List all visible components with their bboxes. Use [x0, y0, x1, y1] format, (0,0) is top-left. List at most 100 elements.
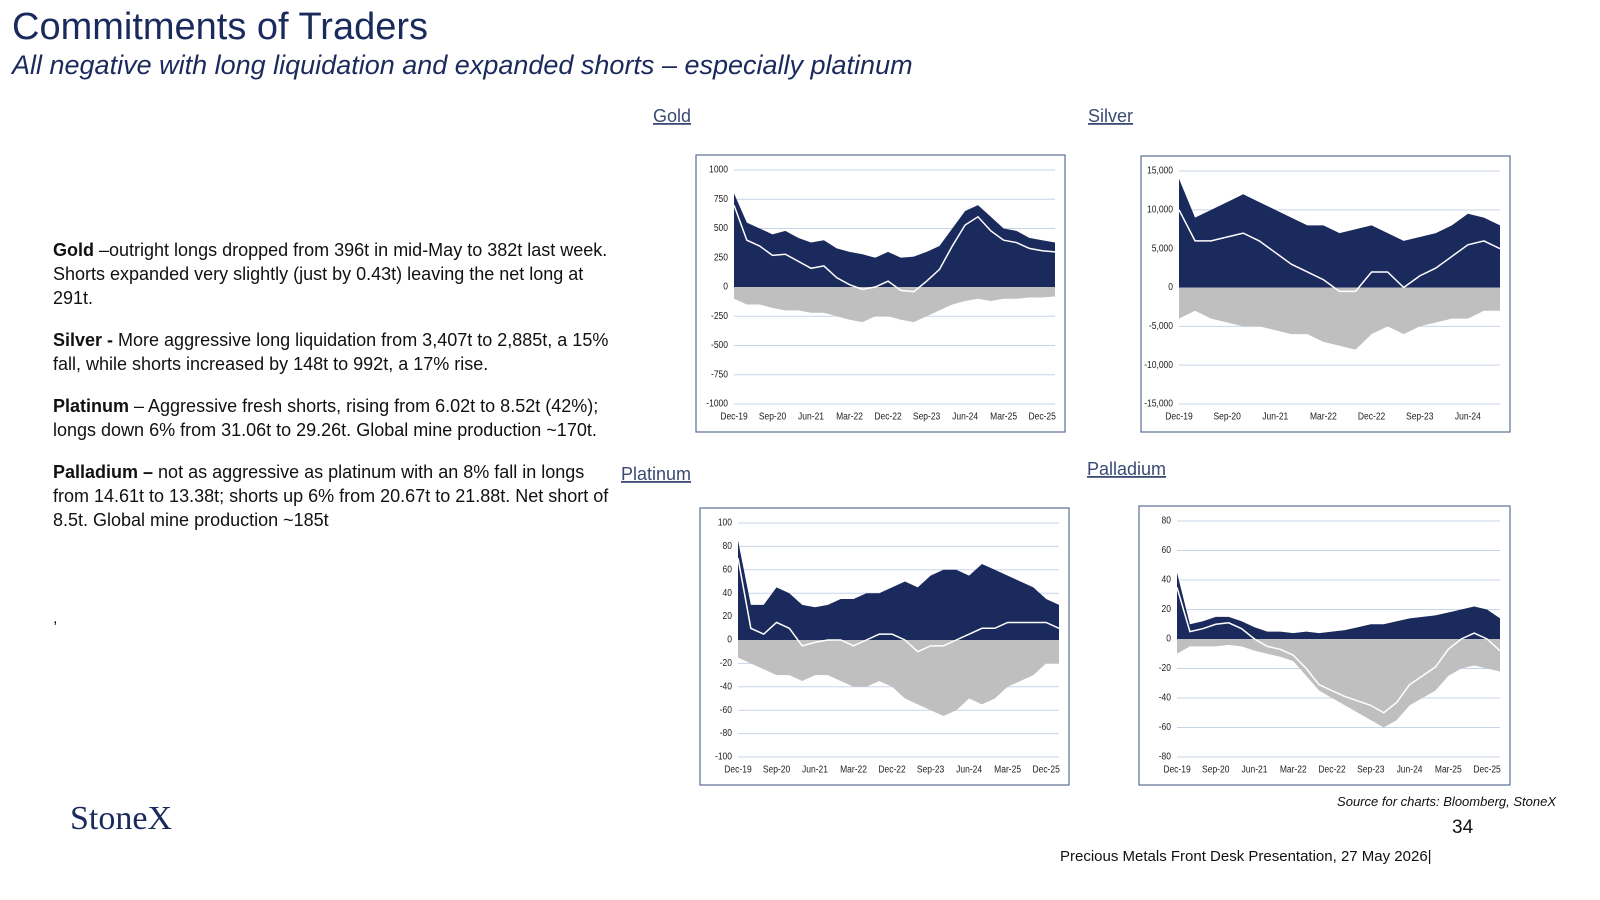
x-tick-label: Dec-25: [1032, 764, 1059, 775]
x-tick-label: Jun-24: [1455, 411, 1481, 422]
footer-text: Precious Metals Front Desk Presentation,…: [1060, 848, 1432, 865]
x-tick-label: Mar-25: [994, 764, 1021, 775]
paragraph: Platinum – Aggressive fresh shorts, risi…: [53, 394, 613, 442]
y-tick-label: 0: [723, 281, 728, 292]
y-tick-label: -20: [1159, 663, 1171, 674]
x-tick-label: Sep-20: [763, 764, 790, 775]
line: [1176, 587, 1501, 714]
y-tick-label: -40: [720, 681, 732, 692]
y-tick-label: 20: [1162, 604, 1171, 615]
y-tick-label: 250: [714, 252, 728, 263]
paragraph: Palladium – not as aggressive as platinu…: [53, 460, 613, 532]
x-tick-label: Jun-24: [952, 411, 978, 422]
y-tick-label: -100: [715, 751, 732, 762]
y-tick-label: -10,000: [1144, 359, 1173, 370]
line: [1178, 209, 1501, 293]
x-tick-label: Dec-25: [1028, 411, 1055, 422]
y-tick-label: -5,000: [1149, 320, 1173, 331]
x-tick-label: Sep-20: [1213, 411, 1240, 422]
x-tick-label: Dec-25: [1473, 764, 1500, 775]
y-tick-label: -80: [1159, 751, 1171, 762]
slide-title: Commitments of Traders: [12, 6, 428, 48]
x-tick-label: Jun-24: [956, 764, 982, 775]
x-tick-label: Dec-19: [724, 764, 751, 775]
x-tick-label: Mar-22: [840, 764, 867, 775]
y-tick-label: 60: [1162, 545, 1171, 556]
y-tick-label: 80: [1162, 515, 1171, 526]
x-tick-label: Jun-21: [1242, 764, 1268, 775]
y-tick-label: 15,000: [1147, 165, 1173, 176]
area: [734, 193, 1055, 287]
body: not as aggressive as platinum with an 8%…: [53, 462, 609, 530]
y-tick-label: 1000: [709, 164, 728, 175]
y-tick-label: -60: [1159, 722, 1171, 733]
x-tick-label: Dec-19: [1163, 764, 1190, 775]
x-tick-label: Mar-25: [990, 411, 1017, 422]
lead: Gold: [53, 240, 99, 260]
y-tick-label: -250: [711, 310, 728, 321]
x-tick-label: Mar-22: [1280, 764, 1307, 775]
y-tick-label: -500: [711, 340, 728, 351]
y-tick-label: 40: [1162, 574, 1171, 585]
x-tick-label: Mar-22: [836, 411, 863, 422]
x-tick-label: Sep-23: [917, 764, 944, 775]
y-tick-label: -20: [720, 657, 732, 668]
y-tick-label: -750: [711, 369, 728, 380]
y-tick-label: 100: [718, 517, 732, 528]
lead: Palladium –: [53, 462, 159, 482]
x-tick-label: Dec-22: [1358, 411, 1385, 422]
area: [1177, 639, 1500, 728]
paragraph: Gold –outright longs dropped from 396t i…: [53, 238, 613, 310]
line: [733, 204, 1056, 293]
area: [738, 640, 1059, 717]
y-tick-label: -60: [720, 704, 732, 715]
area: [734, 287, 1055, 323]
chart-title: Palladium: [1087, 459, 1166, 479]
y-tick-label: 0: [1168, 282, 1173, 293]
body: –outright longs dropped from 396t in mid…: [53, 240, 608, 308]
y-tick-label: 80: [723, 540, 732, 551]
area: [738, 540, 1059, 640]
y-tick-label: 10,000: [1147, 204, 1173, 215]
stray-mark: ,: [53, 610, 58, 627]
lead: Platinum: [53, 396, 135, 416]
y-tick-label: 40: [723, 587, 732, 598]
x-tick-label: Dec-22: [878, 764, 905, 775]
x-tick-label: Sep-23: [1357, 764, 1384, 775]
x-tick-label: Sep-23: [1406, 411, 1433, 422]
x-tick-label: Dec-22: [1318, 764, 1345, 775]
chart-title: Platinum: [621, 464, 691, 484]
x-tick-label: Jun-24: [1397, 764, 1423, 775]
y-tick-label: 5,000: [1152, 243, 1173, 254]
x-tick-label: Dec-19: [1165, 411, 1192, 422]
x-tick-label: Sep-23: [913, 411, 940, 422]
y-tick-label: -40: [1159, 692, 1171, 703]
y-tick-label: 0: [1166, 633, 1171, 644]
y-tick-label: -1000: [706, 398, 728, 409]
x-tick-label: Jun-21: [1262, 411, 1288, 422]
y-tick-label: 750: [714, 193, 728, 204]
chart-title: Silver: [1088, 106, 1133, 126]
area: [1179, 178, 1500, 288]
y-tick-label: -15,000: [1144, 398, 1173, 409]
chart-title: Gold: [653, 106, 691, 126]
x-tick-label: Jun-21: [798, 411, 824, 422]
x-tick-label: Dec-22: [874, 411, 901, 422]
logo: StoneX: [70, 800, 172, 837]
x-tick-label: Jun-21: [802, 764, 828, 775]
y-tick-label: 500: [714, 223, 728, 234]
lead: Silver -: [53, 330, 119, 350]
area: [1177, 572, 1500, 639]
x-tick-label: Sep-20: [759, 411, 786, 422]
x-tick-label: Sep-20: [1202, 764, 1229, 775]
x-tick-label: Mar-22: [1310, 411, 1337, 422]
source: Source for charts: Bloomberg, StoneX: [1337, 794, 1556, 809]
slide-subtitle: All negative with long liquidation and e…: [12, 50, 913, 80]
y-tick-label: -80: [720, 728, 732, 739]
line: [737, 557, 1060, 653]
commentary: Gold –outright longs dropped from 396t i…: [53, 238, 613, 550]
area: [1179, 287, 1500, 350]
page-number: 34: [1452, 817, 1474, 838]
